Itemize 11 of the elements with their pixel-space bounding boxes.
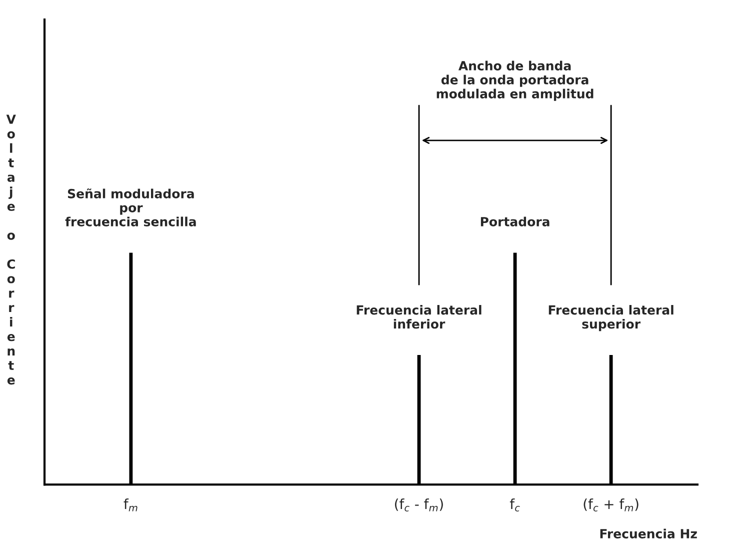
x-tick-label: f$_{m}$ <box>124 498 138 512</box>
text: Voltaje o Corriente <box>6 114 16 385</box>
annotation: Frecuencia lateral inferior <box>356 305 482 329</box>
annotation: Señal moduladora por frecuencia sencilla <box>65 188 196 226</box>
annotation: Portadora <box>480 216 550 226</box>
annotation: Frecuencia lateral superior <box>548 305 674 332</box>
x-tick-label: (f$_{c}$ - f$_{m}$) <box>394 498 443 512</box>
x-tick-label: (f$_{c}$ + f$_{m}$) <box>584 498 638 512</box>
text: Ancho de banda de la onda portadora modulada en amplitud <box>436 60 594 101</box>
x-tick-label: f$_{c}$ <box>510 498 520 512</box>
x-axis-title: Frecuencia Hz <box>600 528 697 538</box>
